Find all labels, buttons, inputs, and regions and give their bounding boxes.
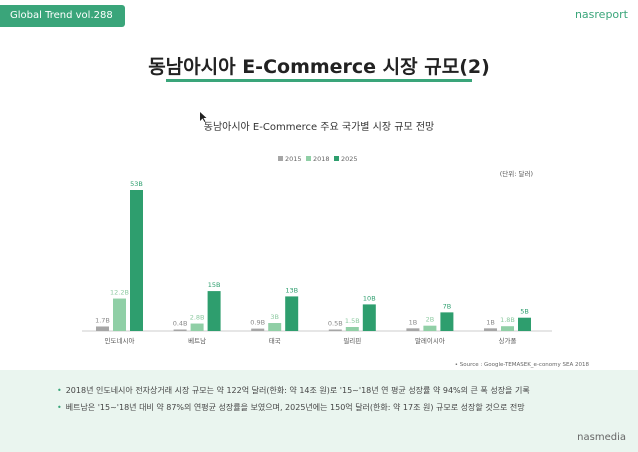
info-panel <box>0 370 638 452</box>
bar-2018-1 <box>190 323 204 331</box>
data-label-2025-2: 13B <box>285 286 298 294</box>
bar-2015-1 <box>173 329 187 331</box>
data-label-2018-0: 12.2B <box>110 289 129 297</box>
footer-brand: nasmedia <box>577 432 626 443</box>
unit-note: (단위: 달러) <box>500 169 533 178</box>
legend-label-2018: 2018 <box>313 155 330 163</box>
data-label-2018-2: 3B <box>270 313 279 321</box>
data-label-2025-3: 10B <box>363 294 376 302</box>
bar-2018-3 <box>345 327 359 331</box>
data-label-2025-1: 15B <box>208 281 221 289</box>
bar-2018-2 <box>268 323 282 331</box>
x-tick-label-2: 태국 <box>269 337 281 345</box>
bullet-dot: • <box>57 386 62 395</box>
data-label-2015-2: 0.9B <box>250 319 265 327</box>
report-badge: Global Trend vol.288 <box>0 5 125 27</box>
x-tick-label-3: 필리핀 <box>343 336 361 345</box>
brand-logo: nasreport <box>574 8 628 21</box>
bar-2015-2 <box>251 328 265 331</box>
data-label-2018-4: 2B <box>426 316 435 324</box>
data-label-2015-1: 0.4B <box>173 320 188 328</box>
bar-2015-0 <box>96 326 109 331</box>
bar-2025-0 <box>130 190 143 331</box>
data-label-2025-5: 5B <box>520 308 529 316</box>
note-bullet-2: • 베트남은 '15~'18년 대비 약 87%의 연평균 성장률을 보였으며, … <box>57 402 525 413</box>
data-label-2015-5: 1B <box>486 318 495 326</box>
source-note: • Source : Google-TEMASEK_e-conomy SEA 2… <box>454 362 589 368</box>
bar-2018-4 <box>423 325 437 331</box>
bar-2025-3 <box>362 304 376 331</box>
x-tick-label-5: 싱가폴 <box>499 336 517 345</box>
cursor-icon <box>200 112 207 122</box>
bar-2025-5 <box>518 317 531 331</box>
note-bullet-1: • 2018년 인도네시아 전자상거래 시장 규모는 약 122억 달러(한화: … <box>57 385 530 396</box>
bar-2015-3 <box>328 329 342 331</box>
data-label-2015-4: 1B <box>409 318 418 326</box>
chart-title: 동남아시아 E-Commerce 주요 국가별 시장 규모 전망 <box>203 122 435 133</box>
data-label-2018-1: 2.8B <box>190 314 205 322</box>
bar-2018-5 <box>501 326 514 331</box>
legend-label-2015: 2015 <box>285 155 302 163</box>
note-text-2: 베트남은 '15~'18년 대비 약 87%의 연평균 성장률을 보였으며, 2… <box>65 403 525 412</box>
bar-chart: 2015 2018 2025 (단위: 달러) 1.7B 12.2B 53B 인도네시아 0.4… <box>82 155 552 345</box>
note-text-1: 2018년 인도네시아 전자상거래 시장 규모는 약 122억 달러(한화: 약… <box>65 386 530 395</box>
data-label-2015-0: 1.7B <box>95 316 110 324</box>
bullet-dot: • <box>57 403 62 412</box>
bar-2025-4 <box>440 312 454 331</box>
x-tick-label-0: 인도네시아 <box>105 336 135 345</box>
bar-2015-4 <box>406 328 420 331</box>
legend-swatch-2025 <box>334 156 339 161</box>
bar-2025-2 <box>285 296 299 331</box>
bar-2015-5 <box>484 328 497 331</box>
data-label-2018-3: 1.5B <box>345 317 360 325</box>
legend-label-2025: 2025 <box>341 155 358 163</box>
bar-2025-1 <box>207 291 221 331</box>
data-label-2025-0: 53B <box>130 180 143 188</box>
title-underline <box>166 79 472 82</box>
bar-2018-0 <box>113 298 126 331</box>
page-title: 동남아시아 E-Commerce 시장 규모(2) <box>148 56 490 78</box>
legend-swatch-2018 <box>306 156 311 161</box>
data-label-2015-3: 0.5B <box>328 320 343 328</box>
data-label-2018-5: 1.8B <box>500 316 515 324</box>
legend-swatch-2015 <box>278 156 283 161</box>
data-label-2025-4: 7B <box>443 302 452 310</box>
x-tick-label-4: 말레이시아 <box>415 336 445 345</box>
x-tick-label-1: 베트남 <box>188 336 206 345</box>
